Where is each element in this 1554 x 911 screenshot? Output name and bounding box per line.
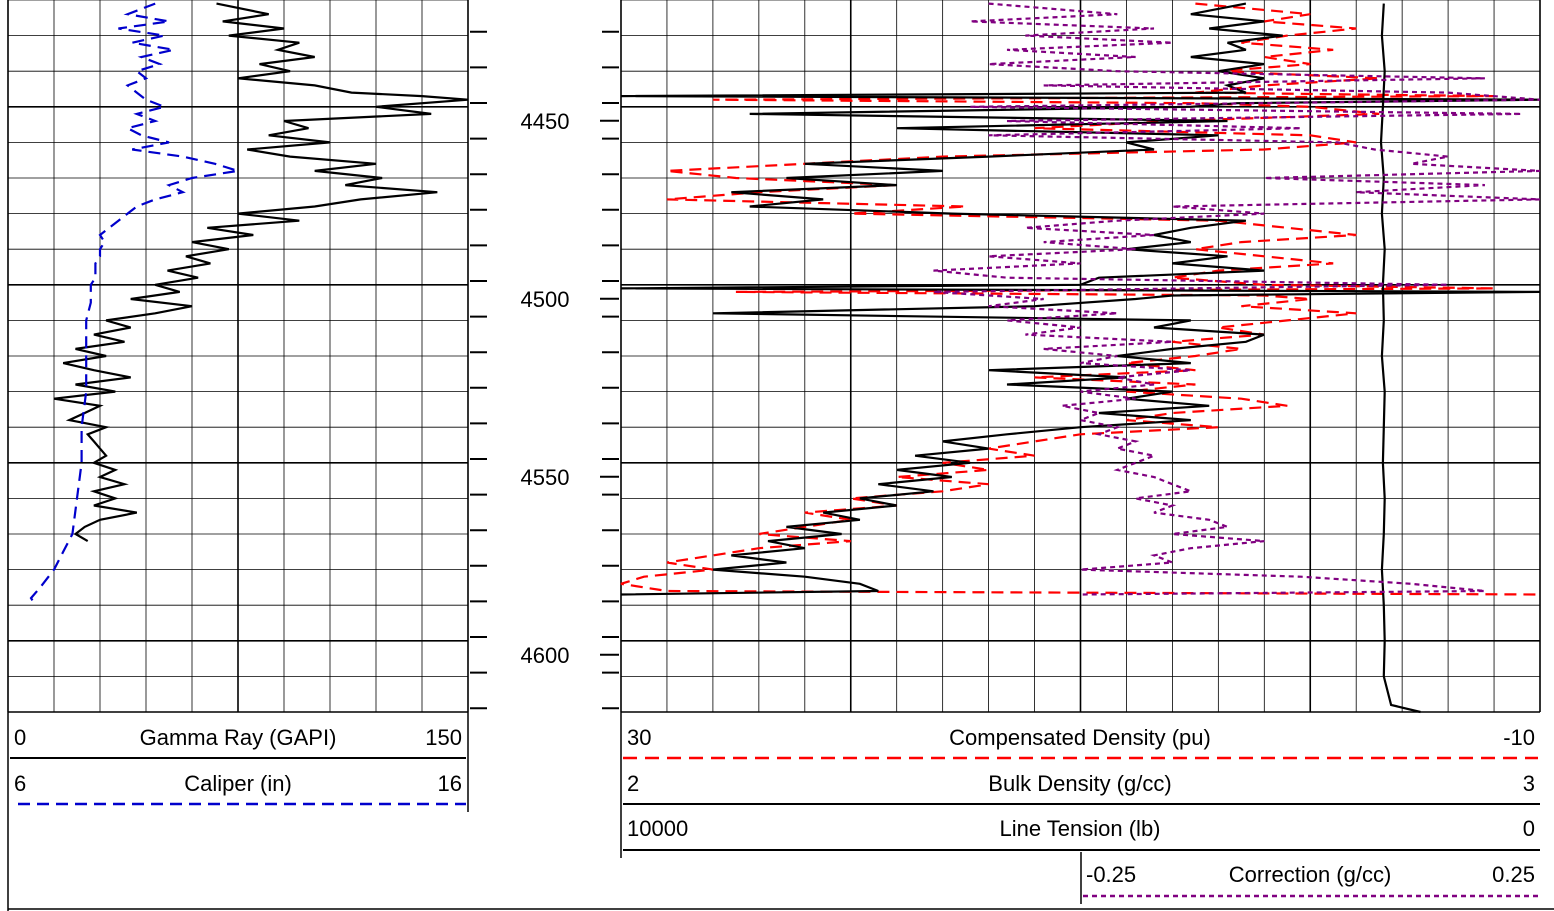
depth-axis: 4450 4500 4550 4600 <box>470 30 619 710</box>
correction-min: -0.25 <box>1086 862 1136 887</box>
right-track-header: 30 Compensated Density (pu) -10 2 Bulk D… <box>620 711 1540 904</box>
curve-correction-g-cc <box>933 2 1541 596</box>
gamma-ray-min: 0 <box>14 725 26 750</box>
bulk-density-label: Bulk Density (g/cc) <box>988 771 1171 796</box>
bulk-density-min: 2 <box>627 771 639 796</box>
depth-label: 4600 <box>521 643 570 668</box>
depth-label: 4550 <box>521 465 570 490</box>
bulk-density-max: 3 <box>1523 771 1535 796</box>
right-track-grid <box>620 0 1541 713</box>
curve-gamma-ray-gapi <box>53 2 469 543</box>
correction-label: Correction (g/cc) <box>1229 862 1392 887</box>
line-tension-label: Line Tension (lb) <box>999 816 1160 841</box>
depth-label: 4500 <box>521 287 570 312</box>
comp-density-label: Compensated Density (pu) <box>949 725 1211 750</box>
right-track-curves <box>620 2 1541 714</box>
caliper-min: 6 <box>14 771 26 796</box>
caliper-max: 16 <box>438 771 462 796</box>
curve-caliper-in <box>29 2 239 606</box>
gamma-ray-label: Gamma Ray (GAPI) <box>140 725 337 750</box>
comp-density-min: 30 <box>627 725 651 750</box>
line-tension-max: 0 <box>1523 816 1535 841</box>
gamma-ray-max: 150 <box>425 725 462 750</box>
curve-line-tension-lb <box>1379 3 1421 714</box>
left-track-curves <box>29 2 469 606</box>
correction-max: 0.25 <box>1492 862 1535 887</box>
depth-label: 4450 <box>521 109 570 134</box>
left-track-header: 0 Gamma Ray (GAPI) 150 6 Caliper (in) 16 <box>7 711 469 911</box>
comp-density-max: -10 <box>1503 725 1535 750</box>
left-track-grid <box>7 0 469 713</box>
line-tension-min: 10000 <box>627 816 688 841</box>
caliper-label: Caliper (in) <box>184 771 292 796</box>
